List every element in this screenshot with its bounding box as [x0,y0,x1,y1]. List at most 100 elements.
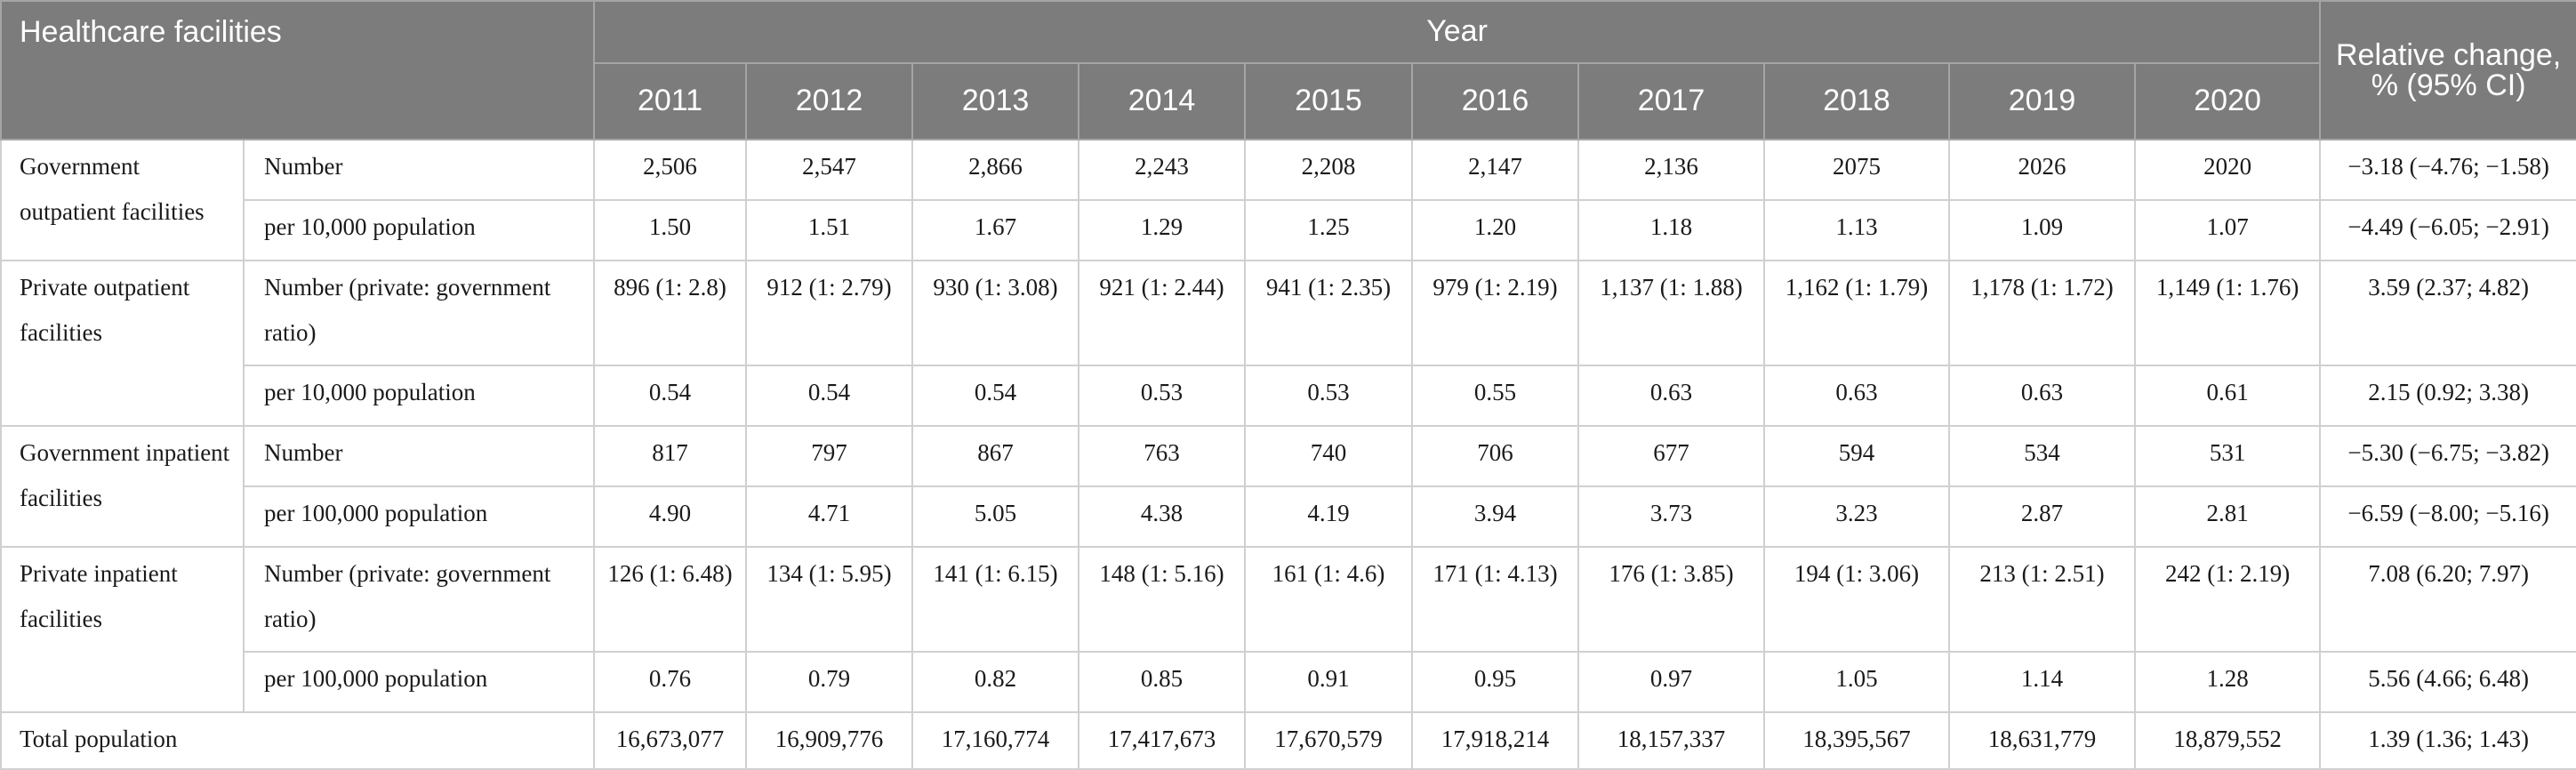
value-cell: 2075 [1763,139,1951,201]
year-group-header: Year [593,0,2322,64]
year-header: 2018 [1763,62,1951,140]
value-cell: 2,147 [1411,139,1580,201]
year-header: 2017 [1577,62,1766,140]
value-cell: 0.85 [1078,651,1247,713]
value-cell: 0.63 [1763,365,1951,427]
value-cell: 677 [1577,425,1766,487]
table-row: Government inpatient facilities Number 817… [0,425,2576,548]
value-cell: 4.90 [593,485,748,548]
value-cell: 2,136 [1577,139,1766,201]
table-body: Government outpatient facilities Number 2,… [0,139,2576,770]
value-cell: 3.94 [1411,485,1580,548]
corner-header: Healthcare facilities [0,0,596,140]
value-cell: 706 [1411,425,1580,487]
value-cell: 242 (1: 2.19) [2134,546,2322,653]
value-cell: 18,395,567 [1763,711,1951,770]
metric-label: Number [242,425,596,487]
relative-change-cell: 7.08 (6.20; 7.97) [2319,546,2576,653]
value-cell: 921 (1: 2.44) [1078,260,1247,366]
year-header: 2014 [1078,62,1247,140]
value-cell: 1.20 [1411,199,1580,261]
value-cell: 0.63 [1577,365,1766,427]
value-cell: 817 [593,425,748,487]
value-cell: 1.09 [1948,199,2137,261]
value-cell: 930 (1: 3.08) [911,260,1080,366]
value-cell: 0.97 [1577,651,1766,713]
year-header: 2012 [745,62,914,140]
table-row: per 100,000 population 0.76 0.79 0.82 0.85 0.… [1,651,2576,713]
value-cell: 171 (1: 4.13) [1411,546,1580,653]
relative-change-cell: −3.18 (−4.76; −1.58) [2319,139,2576,201]
relative-change-cell: −5.30 (−6.75; −3.82) [2319,425,2576,487]
value-cell: 979 (1: 2.19) [1411,260,1580,366]
value-cell: 0.79 [745,651,914,713]
metric-label: Number (private: government ratio) [242,260,596,366]
relative-change-cell: 1.39 (1.36; 1.43) [2319,711,2576,770]
value-cell: 18,631,779 [1948,711,2137,770]
table-row: per 10,000 population 1.50 1.51 1.67 1.29 1.2… [1,199,2576,261]
value-cell: 176 (1: 3.85) [1577,546,1766,653]
relative-change-cell: 5.56 (4.66; 6.48) [2319,651,2576,713]
value-cell: 0.55 [1411,365,1580,427]
relative-change-cell: 3.59 (2.37; 4.82) [2319,260,2576,366]
value-cell: 740 [1244,425,1414,487]
value-cell: 531 [2134,425,2322,487]
value-cell: 1.50 [593,199,748,261]
value-cell: 2,208 [1244,139,1414,201]
header-row-top: Healthcare facilities Year Relative chan… [0,0,2576,140]
value-cell: 0.63 [1948,365,2137,427]
value-cell: 1,178 (1: 1.72) [1948,260,2137,366]
table-row: Private inpatient facilities Number (priv… [0,546,2576,713]
metric-label: per 100,000 population [242,651,596,713]
value-cell: 17,670,579 [1244,711,1414,770]
value-cell: 1,162 (1: 1.79) [1763,260,1951,366]
value-cell: 4.38 [1078,485,1247,548]
value-cell: 5.05 [911,485,1080,548]
value-cell: 213 (1: 2.51) [1948,546,2137,653]
value-cell: 2,243 [1078,139,1247,201]
value-cell: 141 (1: 6.15) [911,546,1080,653]
value-cell: 1.18 [1577,199,1766,261]
table-header: Healthcare facilities Year Relative chan… [0,0,2576,140]
relative-change-header: Relative change, % (95% CI) [2319,0,2576,140]
value-cell: 1.67 [911,199,1080,261]
value-cell: 2026 [1948,139,2137,201]
value-cell: 0.54 [911,365,1080,427]
value-cell: 148 (1: 5.16) [1078,546,1247,653]
value-cell: 0.76 [593,651,748,713]
table-row: Government outpatient facilities Number 2,… [0,139,2576,261]
value-cell: 134 (1: 5.95) [745,546,914,653]
value-cell: 2,866 [911,139,1080,201]
value-cell: 594 [1763,425,1951,487]
value-cell: 18,879,552 [2134,711,2322,770]
value-cell: 1,137 (1: 1.88) [1577,260,1766,366]
metric-label: per 100,000 population [242,485,596,548]
facility-group-label: Private outpatient facilities [0,260,245,427]
metric-label: per 10,000 population [242,365,596,427]
table-row: per 100,000 population 4.90 4.71 5.05 4.38 4.… [1,485,2576,548]
value-cell: 16,673,077 [593,711,748,770]
value-cell: 896 (1: 2.8) [593,260,748,366]
value-cell: 1.28 [2134,651,2322,713]
value-cell: 17,160,774 [911,711,1080,770]
value-cell: 763 [1078,425,1247,487]
value-cell: 4.19 [1244,485,1414,548]
value-cell: 1.51 [745,199,914,261]
value-cell: 2,506 [593,139,748,201]
value-cell: 2,547 [745,139,914,201]
value-cell: 3.23 [1763,485,1951,548]
value-cell: 1.14 [1948,651,2137,713]
year-header: 2016 [1411,62,1580,140]
value-cell: 0.61 [2134,365,2322,427]
value-cell: 1.25 [1244,199,1414,261]
value-cell: 2.81 [2134,485,2322,548]
value-cell: 4.71 [745,485,914,548]
value-cell: 0.82 [911,651,1080,713]
year-header: 2020 [2134,62,2322,140]
value-cell: 0.54 [745,365,914,427]
value-cell: 16,909,776 [745,711,914,770]
metric-label: Number (private: government ratio) [242,546,596,653]
year-header: 2013 [911,62,1080,140]
relative-change-cell: 2.15 (0.92; 3.38) [2319,365,2576,427]
